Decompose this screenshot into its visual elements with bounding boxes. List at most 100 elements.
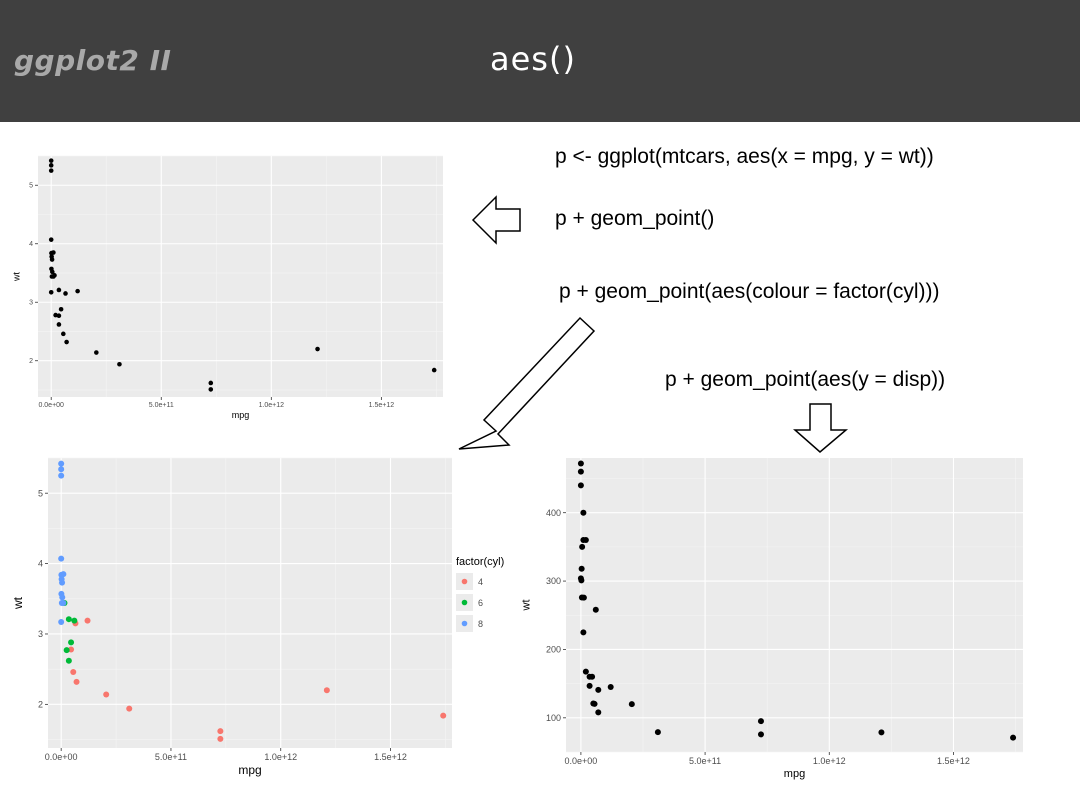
data-point <box>582 537 589 544</box>
data-point <box>878 729 885 736</box>
code-line-y-disp: p + geom_point(aes(y = disp)) <box>665 368 946 391</box>
legend-swatch-4 <box>461 578 468 585</box>
data-point-cyl-8 <box>58 472 65 479</box>
legend-label-8: 8 <box>478 619 483 629</box>
data-point <box>654 729 661 736</box>
data-point <box>1010 734 1017 741</box>
down-arrow-icon <box>793 403 849 453</box>
data-point <box>315 346 320 352</box>
data-point <box>580 629 587 636</box>
data-point-cyl-6 <box>65 657 72 664</box>
x-axis-title: mpg <box>238 763 261 777</box>
y-tick-label: 2 <box>38 700 43 710</box>
x-tick-label: 1.5e+12 <box>369 402 395 409</box>
data-point-cyl-6 <box>63 647 70 654</box>
y-tick-label: 3 <box>29 300 33 307</box>
code-line-geom-point: p + geom_point() <box>555 207 715 230</box>
y-tick-label: 100 <box>546 713 561 723</box>
x-tick-label: 1.0e+12 <box>264 752 297 762</box>
data-point <box>577 468 584 475</box>
data-point <box>578 565 585 572</box>
chart-geom-point: 0.0e+00 5.0e+11 1.0e+12 1.5e+12 2 3 4 5 mpg wt <box>12 155 443 420</box>
data-point <box>48 237 54 242</box>
chart-y-disp: 0.0e+00 5.0e+11 1.0e+12 1.5e+12 100 200 300 400… <box>520 458 1023 780</box>
data-point <box>48 158 54 163</box>
y-tick-label: 5 <box>38 488 43 498</box>
data-point <box>64 339 69 345</box>
legend-swatch-8 <box>461 620 468 627</box>
data-point-cyl-4 <box>103 691 110 698</box>
data-point <box>595 709 602 716</box>
data-point <box>586 682 593 689</box>
data-point-cyl-6 <box>68 639 75 646</box>
data-point-cyl-8 <box>59 579 66 586</box>
data-point-cyl-4 <box>323 687 330 694</box>
chart-colour-cyl: 0.0e+00 5.0e+11 1.0e+12 1.5e+12 2 3 4 5 mpg wt fac… <box>11 457 504 777</box>
legend-swatch-6 <box>461 599 468 606</box>
data-point <box>56 287 62 293</box>
data-point <box>208 387 214 392</box>
data-point <box>50 269 55 275</box>
data-point <box>628 701 635 708</box>
data-point <box>589 673 596 680</box>
data-point <box>51 250 56 255</box>
data-point <box>577 482 584 489</box>
x-tick-label: 5.0e+11 <box>149 402 174 409</box>
diagonal-arrow-icon <box>458 316 596 450</box>
y-tick-label: 300 <box>546 576 561 586</box>
data-point-cyl-4 <box>84 617 91 624</box>
data-point <box>580 509 587 516</box>
left-arrow-icon <box>471 195 521 245</box>
y-axis-title: wt <box>11 596 25 610</box>
x-tick-label: 5.0e+11 <box>689 756 721 766</box>
x-tick-label: 5.0e+11 <box>155 752 187 762</box>
y-axis-title: wt <box>520 600 532 612</box>
data-point <box>49 274 55 279</box>
slide-header: ggplot2 II aes() <box>0 0 1080 122</box>
data-point <box>49 257 55 262</box>
data-point-cyl-4 <box>126 705 133 712</box>
data-point <box>580 594 587 601</box>
y-tick-label: 5 <box>29 183 33 190</box>
data-point <box>48 289 54 295</box>
data-point <box>607 684 614 691</box>
y-axis-title: wt <box>12 272 22 282</box>
data-point-cyl-6 <box>71 617 78 624</box>
data-point-cyl-4 <box>440 712 447 719</box>
data-point <box>48 168 54 173</box>
legend-label-6: 6 <box>478 598 483 608</box>
code-line-colour-cyl: p + geom_point(aes(colour = factor(cyl))… <box>559 280 940 303</box>
data-point-cyl-8 <box>58 466 65 473</box>
brand-title: ggplot2 II <box>14 44 172 77</box>
data-point <box>431 367 437 373</box>
y-tick-label: 400 <box>546 508 561 518</box>
data-point-cyl-4 <box>217 735 224 742</box>
data-point <box>117 361 122 367</box>
data-point <box>757 731 764 738</box>
x-tick-label: 0.0e+00 <box>565 756 598 766</box>
data-point-cyl-8 <box>58 619 65 626</box>
y-tick-label: 4 <box>38 559 43 569</box>
data-point <box>577 460 584 467</box>
legend-title: factor(cyl) <box>456 556 504 568</box>
data-point <box>579 543 586 550</box>
data-point <box>58 306 64 312</box>
plot-panel <box>566 458 1023 752</box>
data-point-cyl-8 <box>59 594 66 601</box>
code-line-ggplot: p <- ggplot(mtcars, aes(x = mpg, y = wt)… <box>555 145 934 168</box>
data-point <box>56 322 62 327</box>
y-tick-label: 2 <box>29 358 33 365</box>
x-axis-title: mpg <box>784 768 805 780</box>
data-point <box>578 577 585 584</box>
slide-title: aes() <box>490 40 576 78</box>
data-point <box>592 606 599 613</box>
data-point <box>56 313 62 318</box>
x-tick-label: 1.5e+12 <box>937 756 970 766</box>
data-point <box>75 288 80 294</box>
data-point-cyl-8 <box>60 571 67 578</box>
data-point <box>582 668 589 675</box>
legend-label-4: 4 <box>478 577 483 587</box>
data-point-cyl-8 <box>58 460 65 467</box>
x-tick-label: 1.0e+12 <box>259 402 285 409</box>
